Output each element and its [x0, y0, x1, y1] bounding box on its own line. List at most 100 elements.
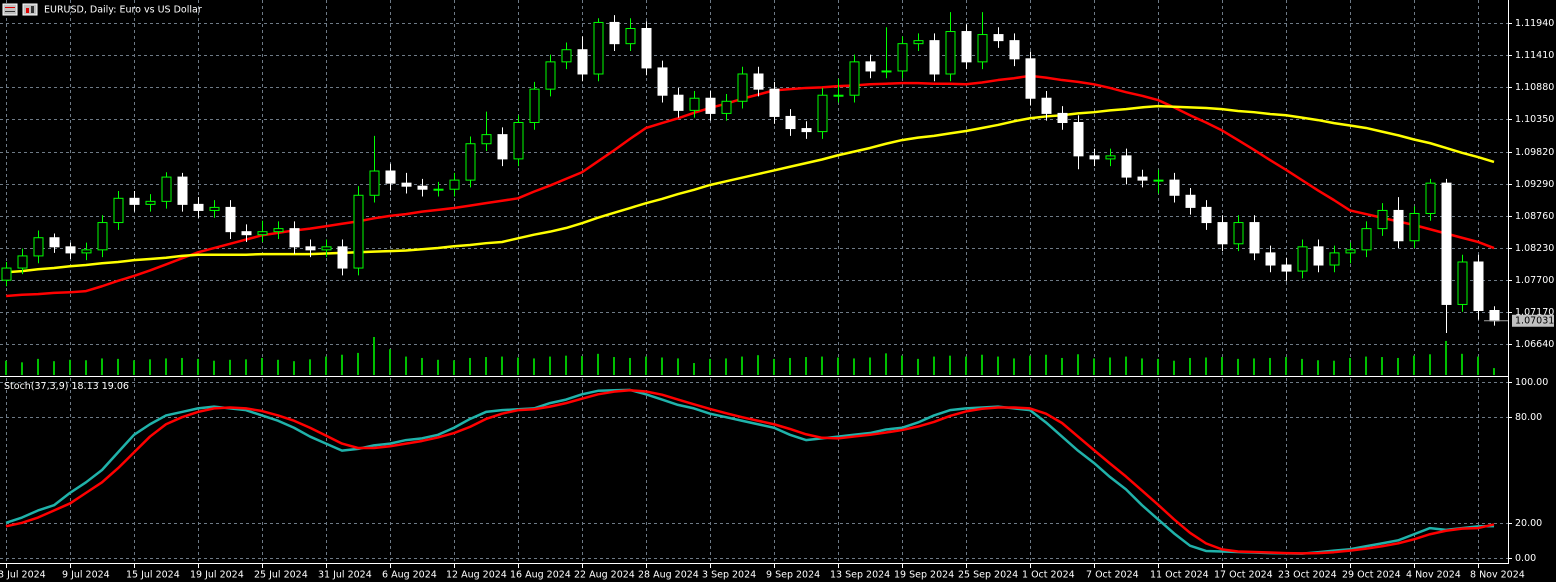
volume-bar	[933, 356, 935, 375]
chart-title: EURUSD, Daily: Euro vs US Dollar	[44, 5, 202, 16]
y-tick-label: 1.09820	[1515, 147, 1554, 158]
volume-bar	[1013, 358, 1015, 375]
candle-body	[1073, 122, 1084, 157]
candle-body	[401, 182, 412, 187]
candle-body	[513, 122, 524, 160]
candle-body	[1297, 246, 1308, 272]
icon-chart[interactable]	[22, 3, 38, 16]
volume-bar	[293, 361, 295, 375]
volume-bar	[405, 356, 407, 375]
volume-bar	[517, 357, 519, 375]
volume-bar	[373, 337, 375, 375]
candle-body	[833, 94, 844, 97]
candle-body	[49, 237, 60, 248]
y-tick-label: 0.00	[1515, 553, 1536, 564]
x-tick-label: 19 Sep 2024	[894, 570, 954, 581]
candle-body	[1121, 155, 1132, 178]
volume-bar	[1477, 356, 1479, 375]
volume-bar	[421, 357, 423, 375]
candle-body	[561, 49, 572, 63]
candle-body	[225, 206, 236, 233]
volume-bar	[597, 353, 599, 375]
candle-body	[17, 255, 28, 269]
candle-body	[353, 194, 364, 269]
candle-body	[1105, 155, 1116, 160]
candle-body	[609, 21, 620, 45]
candle-body	[97, 222, 108, 251]
volume-bar	[485, 357, 487, 375]
candle-body	[305, 246, 316, 251]
candle-body	[945, 31, 956, 75]
volume-bar	[1285, 357, 1287, 375]
y-tick-label: 1.11410	[1515, 50, 1554, 61]
candle-body	[1057, 112, 1068, 124]
candle-body	[881, 70, 892, 73]
volume-bar	[213, 360, 215, 375]
candle-body	[1345, 249, 1356, 254]
candle-body	[801, 128, 812, 133]
volume-bar	[1221, 357, 1223, 375]
candle-body	[593, 21, 604, 75]
candle-body	[385, 170, 396, 184]
x-tick-label: 15 Jul 2024	[126, 570, 180, 581]
volume-bar	[149, 359, 151, 375]
candle-body	[1473, 261, 1484, 312]
volume-bar	[613, 357, 615, 375]
volume-bar	[1061, 357, 1063, 375]
volume-bar	[565, 355, 567, 375]
volume-bar	[1045, 354, 1047, 375]
indicator-line	[5, 74, 1495, 298]
y-tick-label: 100.00	[1515, 377, 1548, 388]
volume-bar	[261, 357, 263, 375]
volume-bar	[1413, 355, 1415, 375]
volume-bar	[133, 360, 135, 375]
y-tick-label: 20.00	[1515, 518, 1542, 529]
candle-body	[1313, 246, 1324, 266]
x-tick-label: 11 Oct 2024	[1150, 570, 1209, 581]
candle-body	[705, 97, 716, 114]
volume-bar	[885, 353, 887, 375]
candle-body	[641, 28, 652, 69]
candle-body	[1457, 261, 1468, 305]
candle-body	[1169, 179, 1180, 196]
indicator-signal-value: 19.06	[102, 381, 129, 392]
volume-bar	[1093, 358, 1095, 375]
y-tick-label: 1.10350	[1515, 114, 1554, 125]
candle-body	[369, 170, 380, 196]
volume-bar	[53, 361, 55, 375]
volume-bar	[1333, 360, 1335, 375]
volume-bar	[1141, 358, 1143, 375]
y-tick-label: 80.00	[1515, 412, 1542, 423]
candle-body	[1153, 179, 1164, 182]
candle-body	[81, 249, 92, 254]
volume-bar	[1381, 357, 1383, 375]
x-tick-label: 1 Oct 2024	[1022, 570, 1075, 581]
volume-bar	[837, 357, 839, 375]
volume-bar	[629, 357, 631, 375]
candle-body	[1265, 252, 1276, 266]
x-tick-label: 25 Jul 2024	[254, 570, 308, 581]
candle-body	[1233, 222, 1244, 245]
candle-body	[657, 67, 668, 96]
candle-body	[1025, 58, 1036, 99]
volume-bar	[869, 357, 871, 375]
volume-bar	[949, 355, 951, 375]
volume-bar	[341, 354, 343, 375]
candle-body	[337, 246, 348, 269]
volume-bar	[1349, 357, 1351, 375]
candle-body	[177, 176, 188, 205]
volume-bar	[1317, 360, 1319, 375]
candle-body	[1201, 206, 1212, 224]
x-tick-label: 6 Aug 2024	[382, 570, 437, 581]
x-tick-label: 22 Aug 2024	[574, 570, 635, 581]
plot: 1.11940 1.11410 1.10880 1.10350 1.09820 1.092…	[0, 12, 1554, 581]
x-tick-label: 29 Oct 2024	[1342, 570, 1401, 581]
volume-bar	[805, 357, 807, 375]
current-price-box	[1512, 314, 1554, 327]
icon-menu[interactable]	[2, 3, 18, 16]
candle-body	[913, 40, 924, 45]
volume-bar	[245, 359, 247, 375]
volume-bar	[581, 356, 583, 375]
candle-body	[241, 231, 252, 236]
